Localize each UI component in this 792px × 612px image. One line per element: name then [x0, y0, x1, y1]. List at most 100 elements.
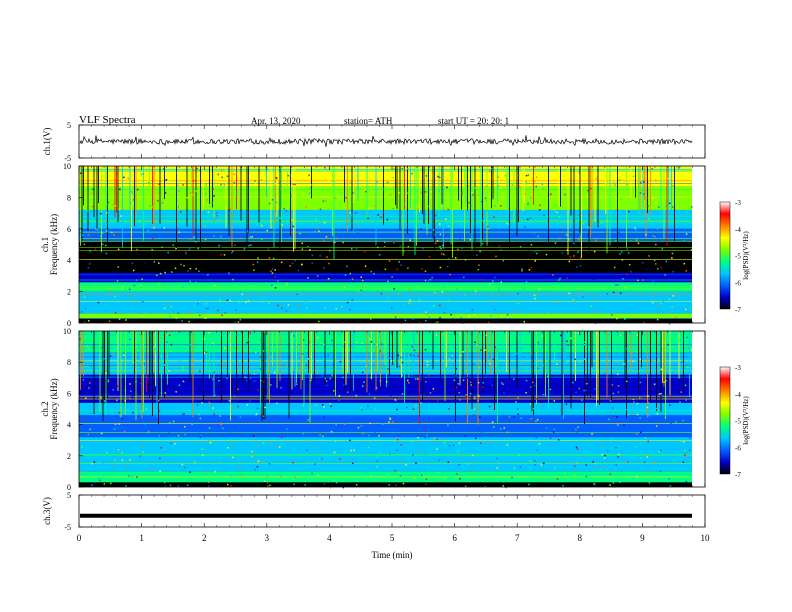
- spectrogram-speckle: [252, 263, 255, 266]
- spectrogram-speckle: [502, 485, 504, 487]
- ch1-ytick-label: 2: [67, 288, 71, 297]
- spectrogram-speckle: [364, 472, 367, 474]
- spectrogram-speckle: [370, 270, 373, 273]
- spectrogram-speckle: [503, 392, 505, 394]
- spectrogram-speckle: [259, 356, 262, 358]
- spectrogram-speckle: [624, 286, 627, 289]
- ch1-ylabel: ch.1(V): [42, 128, 52, 156]
- spectrogram-speckle: [560, 226, 562, 229]
- spectrogram-speckle: [145, 411, 148, 413]
- spectrogram-speckle: [307, 419, 309, 421]
- spectrogram-speckle: [468, 315, 471, 318]
- spectrogram-speckle: [600, 199, 602, 202]
- spectrogram-speckle: [282, 470, 284, 473]
- spectrogram-speckle: [349, 439, 351, 442]
- spectrogram-speckle: [270, 356, 272, 358]
- spectrogram-speckle: [168, 422, 171, 424]
- ch3-ytick-label: 5: [67, 491, 71, 500]
- spectrogram-speckle: [304, 484, 306, 486]
- spectrogram-speckle: [199, 417, 202, 420]
- spectrogram-speckle: [556, 478, 559, 480]
- spectrogram-speckle: [530, 266, 533, 269]
- spectrogram-speckle: [441, 252, 443, 255]
- spectrogram-speckle: [122, 354, 125, 356]
- spectrogram-speckle: [121, 451, 123, 454]
- spectrogram-speckle: [409, 354, 412, 356]
- spectrogram-speckle: [181, 320, 183, 322]
- spectrogram-speckle: [334, 241, 336, 244]
- spectrogram-speckle: [292, 183, 295, 186]
- spectrogram-speckle: [634, 229, 637, 231]
- spectrogram-speckle: [106, 230, 108, 232]
- spectrogram-speckle: [102, 462, 105, 465]
- spectrogram-speckle: [275, 214, 278, 216]
- spectrogram-speckle: [426, 194, 428, 196]
- spectrogram-speckle: [207, 440, 210, 442]
- spectrogram-speckle: [462, 379, 465, 382]
- spectrogram-speckle: [315, 451, 317, 453]
- spectrogram-speckle: [174, 267, 177, 270]
- spectrogram-speckle: [624, 318, 626, 320]
- ch1-ytick-label: 5: [67, 121, 71, 130]
- spectrogram-speckle: [163, 202, 165, 205]
- x-tick-label: 2: [202, 533, 207, 543]
- spectrogram-speckle: [172, 219, 174, 221]
- spectrogram-speckle: [204, 193, 207, 195]
- spectrogram-speckle: [632, 398, 635, 401]
- spectrogram-speckle: [568, 296, 570, 299]
- ch1-ytick-label: 0: [67, 319, 71, 328]
- spectrogram-speckle: [292, 371, 295, 374]
- spectrogram-speckle: [274, 287, 277, 289]
- spectrogram-speckle: [424, 430, 427, 432]
- spectrogram-speckle: [512, 354, 515, 356]
- spectrogram-speckle: [396, 438, 399, 441]
- spectrogram-speckle: [619, 334, 622, 337]
- spectrogram-speckle: [186, 484, 189, 487]
- spectrogram-speckle: [407, 267, 409, 269]
- spectrogram-speckle: [318, 320, 320, 323]
- spectrogram-speckle: [246, 341, 248, 344]
- spectrogram-speckle: [357, 232, 359, 234]
- spectrogram-speckle: [125, 193, 128, 195]
- spectrogram-speckle: [131, 395, 134, 397]
- spectrogram-speckle: [176, 171, 179, 174]
- spectrogram-speckle: [258, 462, 261, 464]
- spectrogram-speckle: [656, 268, 659, 270]
- spectrogram-speckle: [669, 394, 671, 397]
- spectrogram-speckle: [366, 220, 369, 223]
- spectrogram-speckle: [467, 463, 469, 465]
- spectrogram-speckle: [500, 249, 502, 251]
- spectrogram-speckle: [140, 382, 142, 385]
- spectrogram-speckle: [429, 229, 432, 232]
- spectrogram-speckle: [655, 201, 657, 204]
- spectrogram-speckle: [572, 299, 575, 301]
- spectrogram-speckle: [552, 274, 554, 276]
- spectrogram-speckle: [108, 320, 111, 322]
- spectrogram-speckle: [576, 462, 578, 464]
- spectrogram-speckle: [479, 442, 482, 444]
- ch1-ylabel-frequency: Frequency (kHz): [49, 214, 59, 275]
- spectrogram-speckle: [549, 388, 552, 391]
- spectrogram-speckle: [667, 316, 670, 318]
- spectrogram-speckle: [543, 445, 546, 447]
- spectrogram-speckle: [453, 379, 456, 382]
- spectrogram-speckle: [345, 197, 347, 199]
- spectrogram-speckle: [685, 481, 688, 483]
- spectrogram-speckle: [481, 432, 483, 434]
- spectrogram-speckle: [444, 477, 446, 480]
- spectrogram-speckle: [188, 248, 191, 251]
- spectrogram-speckle: [641, 214, 644, 216]
- spectrogram-speckle: [170, 442, 172, 445]
- spectrogram-speckle: [448, 476, 451, 479]
- spectrogram-speckle: [249, 400, 251, 403]
- spectrogram-speckle: [105, 229, 107, 231]
- spectrogram-speckle: [330, 405, 332, 408]
- spectrogram-speckle: [368, 434, 370, 437]
- spectrogram-speckle: [462, 351, 464, 353]
- spectrogram-speckle: [684, 467, 686, 470]
- spectrogram-speckle: [147, 182, 150, 184]
- spectrogram-speckle: [475, 344, 478, 347]
- spectrogram-speckle: [464, 294, 466, 297]
- spectrogram-speckle: [319, 434, 321, 436]
- spectrogram-speckle: [230, 372, 233, 374]
